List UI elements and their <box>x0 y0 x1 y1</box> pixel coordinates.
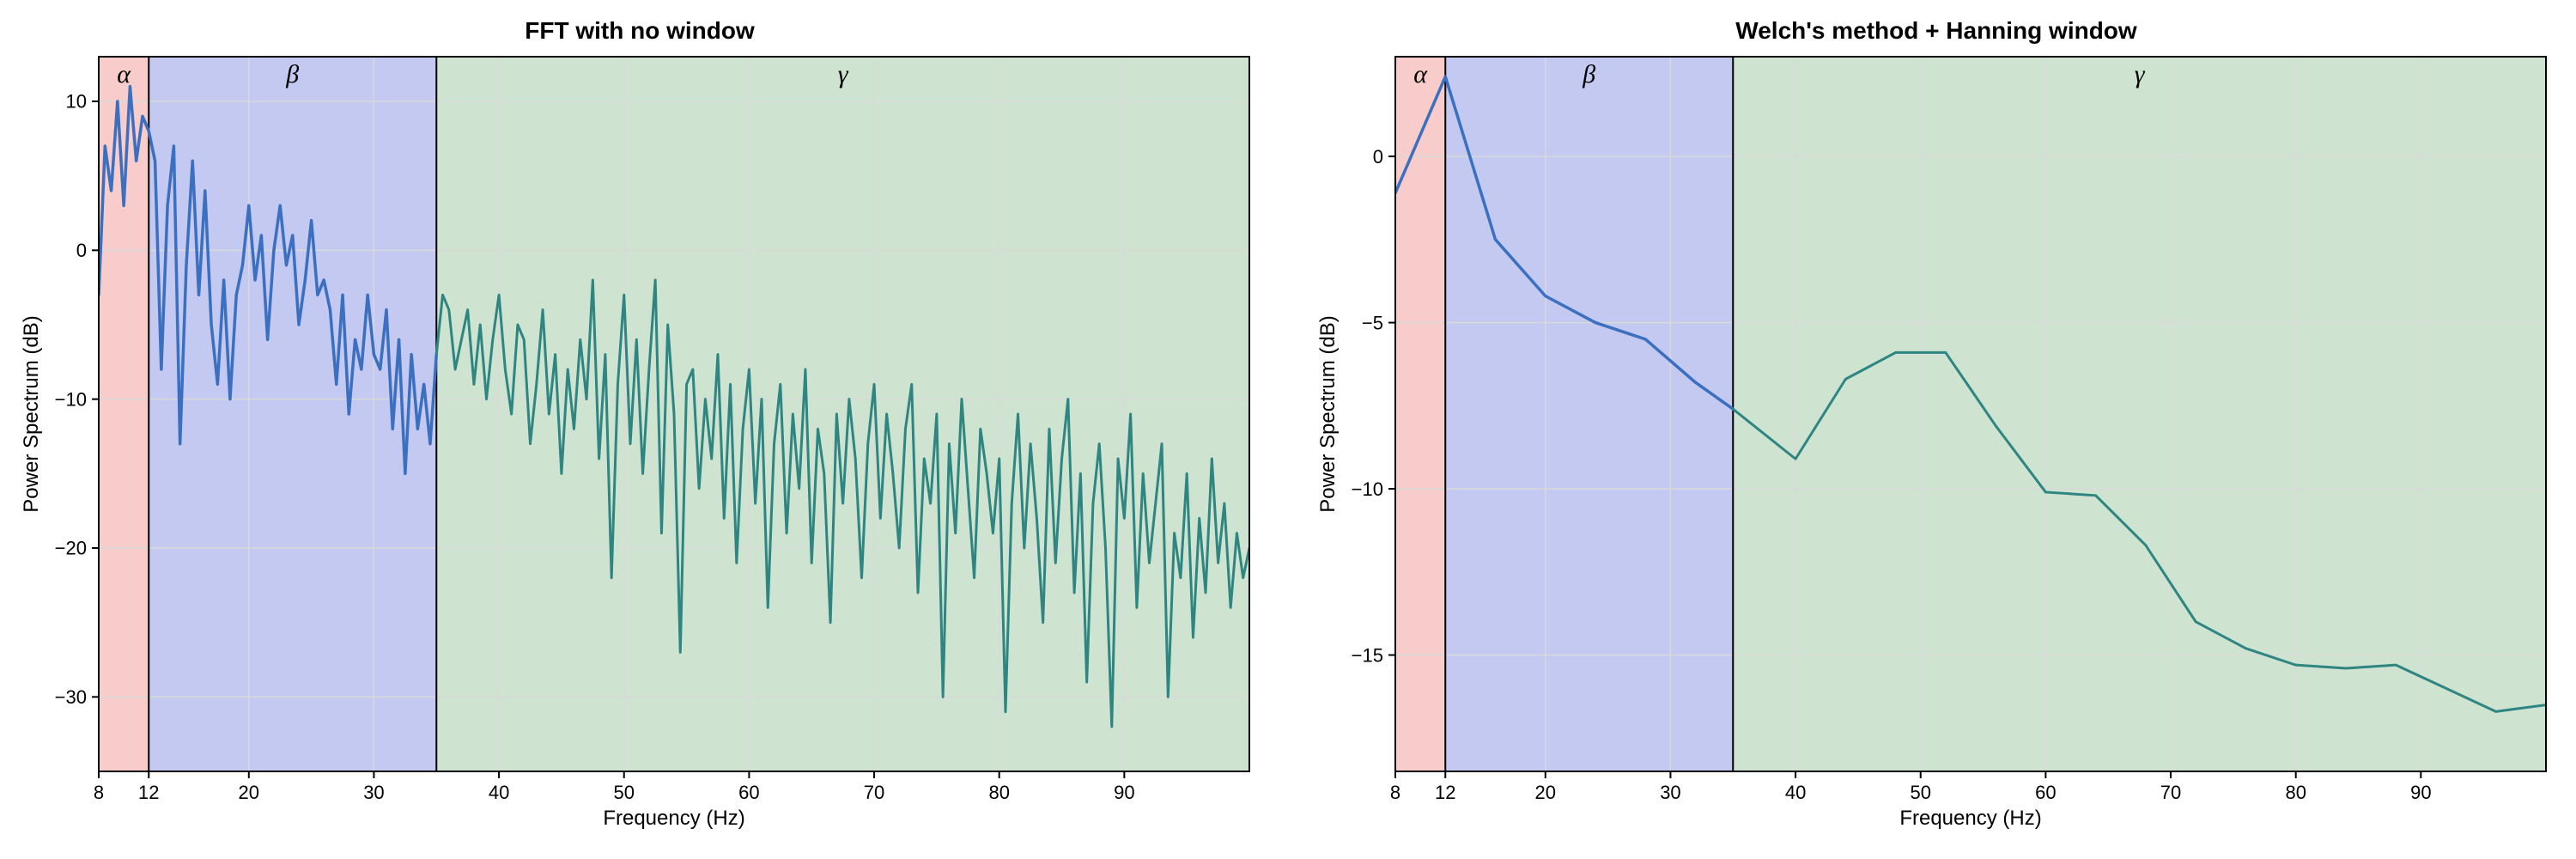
band-label: α <box>1413 60 1428 88</box>
x-tick-label: 8 <box>94 782 104 803</box>
x-tick-label: 80 <box>988 782 1009 803</box>
y-tick-label: 0 <box>1373 146 1383 168</box>
band-label: α <box>117 60 131 88</box>
y-tick-label: 10 <box>66 91 87 113</box>
x-tick-label: 30 <box>1660 782 1680 803</box>
y-axis-label: Power Spectrum (dB) <box>20 315 43 512</box>
panel-fft: FFT with no window α β γ 8 12 20 30 40 50 60 70 80 90… <box>17 17 1262 842</box>
x-tick-label: 90 <box>2410 782 2431 803</box>
panel-title: FFT with no window <box>17 17 1262 45</box>
band-label: β <box>285 60 299 88</box>
x-tick-label: 80 <box>2285 782 2306 803</box>
band-label: γ <box>838 60 849 88</box>
x-tick-label: 12 <box>1435 782 1455 803</box>
y-tick-label: −15 <box>1352 644 1383 666</box>
y-tick-label: −5 <box>1362 312 1383 333</box>
x-axis-label: Frequency (Hz) <box>603 807 744 830</box>
x-tick-label: 12 <box>138 782 159 803</box>
x-tick-label: 50 <box>613 782 634 803</box>
band-label: β <box>1582 60 1595 88</box>
x-tick-label: 70 <box>864 782 884 803</box>
chart-svg: α β γ 8 12 20 30 40 50 60 70 80 90 −30 −20 −10 0 10 Freque… <box>17 48 1262 840</box>
x-axis-label: Frequency (Hz) <box>1899 807 2041 830</box>
y-tick-label: −10 <box>55 388 87 410</box>
x-tick-label: 60 <box>738 782 759 803</box>
x-tick-label: 40 <box>489 782 509 803</box>
panel-welch: Welch's method + Hanning window α β γ 8 12 20 3… <box>1314 17 2559 842</box>
y-tick-label: 0 <box>76 240 87 261</box>
x-tick-label: 90 <box>1114 782 1134 803</box>
x-tick-label: 20 <box>1535 782 1556 803</box>
y-tick-label: −30 <box>55 686 87 708</box>
x-tick-label: 60 <box>2035 782 2056 803</box>
y-tick-label: −10 <box>1352 478 1383 500</box>
y-tick-label: −20 <box>55 538 87 559</box>
x-tick-label: 40 <box>1785 782 1806 803</box>
y-axis-label: Power Spectrum (dB) <box>1316 315 1340 512</box>
band-label: γ <box>2135 60 2146 88</box>
panel-title: Welch's method + Hanning window <box>1314 17 2559 45</box>
x-tick-label: 70 <box>2160 782 2181 803</box>
x-tick-label: 50 <box>1910 782 1930 803</box>
x-tick-label: 8 <box>1390 782 1400 803</box>
chart-svg: α β γ 8 12 20 30 40 50 60 70 80 90 −15 −10 −5 0 Frequency… <box>1314 48 2559 840</box>
x-tick-label: 30 <box>363 782 384 803</box>
x-tick-label: 20 <box>239 782 259 803</box>
